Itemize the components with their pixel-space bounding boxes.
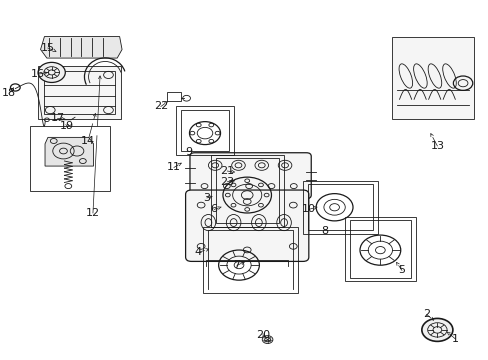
Bar <box>181 110 228 151</box>
Bar <box>215 158 278 223</box>
Text: 3: 3 <box>203 193 210 203</box>
Bar <box>303 181 377 234</box>
Bar <box>30 126 110 192</box>
Text: 8: 8 <box>320 226 327 236</box>
Circle shape <box>262 336 272 343</box>
Text: 18: 18 <box>2 88 16 98</box>
Bar <box>349 220 410 278</box>
Text: 10: 10 <box>301 204 315 215</box>
Polygon shape <box>45 138 93 166</box>
Bar <box>307 184 372 230</box>
Bar <box>345 217 415 281</box>
Text: 17: 17 <box>50 113 64 123</box>
FancyBboxPatch shape <box>185 190 308 261</box>
Bar <box>210 155 283 226</box>
Polygon shape <box>41 37 122 58</box>
Text: 5: 5 <box>398 265 405 275</box>
Text: 23: 23 <box>220 177 234 187</box>
Text: 6: 6 <box>210 204 217 215</box>
Text: 1: 1 <box>451 334 458 344</box>
Bar <box>176 107 233 155</box>
Text: 14: 14 <box>81 136 95 145</box>
Bar <box>44 71 115 114</box>
Text: 20: 20 <box>255 330 269 340</box>
Bar <box>38 66 121 119</box>
Text: 19: 19 <box>60 121 74 131</box>
Bar <box>391 37 473 119</box>
Text: 22: 22 <box>153 102 168 112</box>
FancyBboxPatch shape <box>189 153 310 199</box>
Text: 4: 4 <box>194 247 202 257</box>
Circle shape <box>38 62 65 82</box>
Text: 13: 13 <box>429 141 444 151</box>
Text: 9: 9 <box>184 147 192 157</box>
Text: 11: 11 <box>166 162 181 172</box>
Bar <box>167 92 181 101</box>
Bar <box>203 226 297 293</box>
Text: 21: 21 <box>220 166 234 176</box>
Circle shape <box>421 319 452 341</box>
Text: 16: 16 <box>31 69 45 79</box>
Text: 7: 7 <box>233 260 240 270</box>
Text: 15: 15 <box>41 43 55 53</box>
Text: 2: 2 <box>422 310 429 319</box>
Text: 12: 12 <box>86 208 100 218</box>
